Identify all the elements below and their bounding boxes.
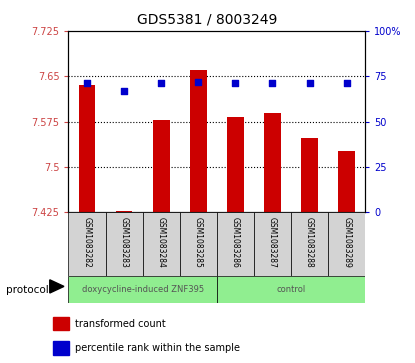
Bar [254, 212, 291, 276]
Text: GSM1083285: GSM1083285 [194, 217, 203, 268]
Text: control: control [276, 285, 305, 294]
Bar [53, 317, 68, 330]
Bar [190, 70, 207, 212]
Text: doxycycline-induced ZNF395: doxycycline-induced ZNF395 [82, 285, 204, 294]
Bar [328, 212, 365, 276]
Text: GSM1083288: GSM1083288 [305, 217, 314, 268]
Point [121, 88, 127, 94]
Text: GSM1083282: GSM1083282 [83, 217, 92, 268]
Bar [227, 117, 244, 212]
Bar [217, 212, 254, 276]
Bar [217, 276, 365, 303]
Point [195, 79, 202, 85]
Bar [301, 138, 318, 212]
Point [158, 81, 164, 86]
Text: GSM1083289: GSM1083289 [342, 217, 351, 268]
Text: GSM1083284: GSM1083284 [157, 217, 166, 268]
Text: transformed count: transformed count [76, 318, 166, 329]
Point [232, 81, 239, 86]
Text: percentile rank within the sample: percentile rank within the sample [76, 343, 240, 353]
Bar [153, 120, 170, 212]
Bar [68, 276, 217, 303]
Text: GDS5381 / 8003249: GDS5381 / 8003249 [137, 13, 278, 27]
Bar [143, 212, 180, 276]
Point [269, 81, 276, 86]
Bar [291, 212, 328, 276]
Bar [180, 212, 217, 276]
Bar [53, 342, 68, 355]
Point [343, 81, 350, 86]
Text: GSM1083286: GSM1083286 [231, 217, 240, 268]
Bar [338, 151, 355, 212]
Text: GSM1083287: GSM1083287 [268, 217, 277, 268]
Text: protocol: protocol [6, 285, 49, 295]
Bar [79, 85, 95, 212]
Point [306, 81, 313, 86]
Bar [116, 211, 132, 212]
Polygon shape [50, 280, 64, 293]
Bar [68, 212, 105, 276]
Point [84, 81, 90, 86]
Bar [105, 212, 143, 276]
Bar [264, 113, 281, 212]
Text: GSM1083283: GSM1083283 [120, 217, 129, 268]
